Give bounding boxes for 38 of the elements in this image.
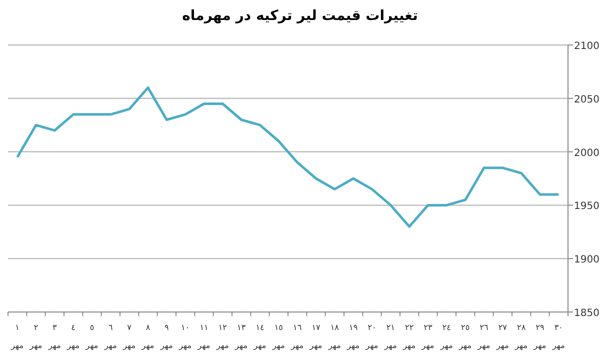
x-tick-label: ٢٤ مهر: [439, 323, 453, 350]
x-tick-label: ٣٠ مهر: [551, 323, 565, 350]
x-tick-label: ٢٧ مهر: [495, 323, 509, 350]
x-tick-label: ١٠ مهر: [178, 323, 192, 350]
y-tick-label: 1900: [574, 254, 600, 266]
y-tick-label: 2050: [574, 94, 600, 106]
x-tick-label: ١٨ مهر: [327, 323, 341, 350]
y-tick-label: 2100: [574, 41, 600, 52]
x-tick-label: ٢٦ مهر: [476, 323, 490, 350]
x-tick-label: ١ مهر: [10, 323, 24, 350]
x-tick-label: ٢٥ مهر: [458, 323, 472, 350]
x-tick-label: ١٣ مهر: [234, 323, 248, 350]
x-tick-label: ٤ مهر: [66, 323, 80, 350]
x-tick-label: ٨ مهر: [140, 323, 154, 350]
line-series: [16, 86, 560, 228]
x-tick-label: ٢١ مهر: [383, 323, 397, 350]
x-tick-label: ١٤ مهر: [252, 323, 266, 350]
x-tick-label: ٢٩ مهر: [532, 323, 546, 350]
x-tick-label: ٢٠ مهر: [364, 323, 378, 350]
x-tick-label: ٢٣ مهر: [420, 323, 434, 350]
x-tick-label: ١٧ مهر: [308, 323, 322, 350]
x-tick-label: ٧ مهر: [122, 323, 136, 350]
x-tick-label: ٢٢ مهر: [402, 323, 416, 350]
x-tick-label: ١٥ مهر: [271, 323, 285, 350]
x-tick-label: ٩ مهر: [159, 323, 173, 350]
x-tick-label: ٢٨ مهر: [514, 323, 528, 350]
x-tick-label: ١١ مهر: [196, 323, 210, 350]
x-tick-label: ٦ مهر: [103, 323, 117, 350]
y-tick-label: 2000: [574, 148, 600, 159]
x-tick-label: ٢ مهر: [28, 323, 42, 350]
x-tick-label: ١٩ مهر: [346, 323, 360, 350]
chart-title: تغییرات قیمت لیر ترکیه در مهرماه: [182, 8, 418, 24]
x-tick-label: ٣ مهر: [47, 323, 61, 350]
y-tick-label: 1850: [574, 308, 600, 319]
y-tick-label: 1950: [574, 201, 600, 212]
x-tick-label: ٥ مهر: [84, 323, 98, 350]
x-tick-label: ١٢ مهر: [215, 323, 229, 350]
x-tick-label: ١٦ مهر: [290, 323, 304, 350]
